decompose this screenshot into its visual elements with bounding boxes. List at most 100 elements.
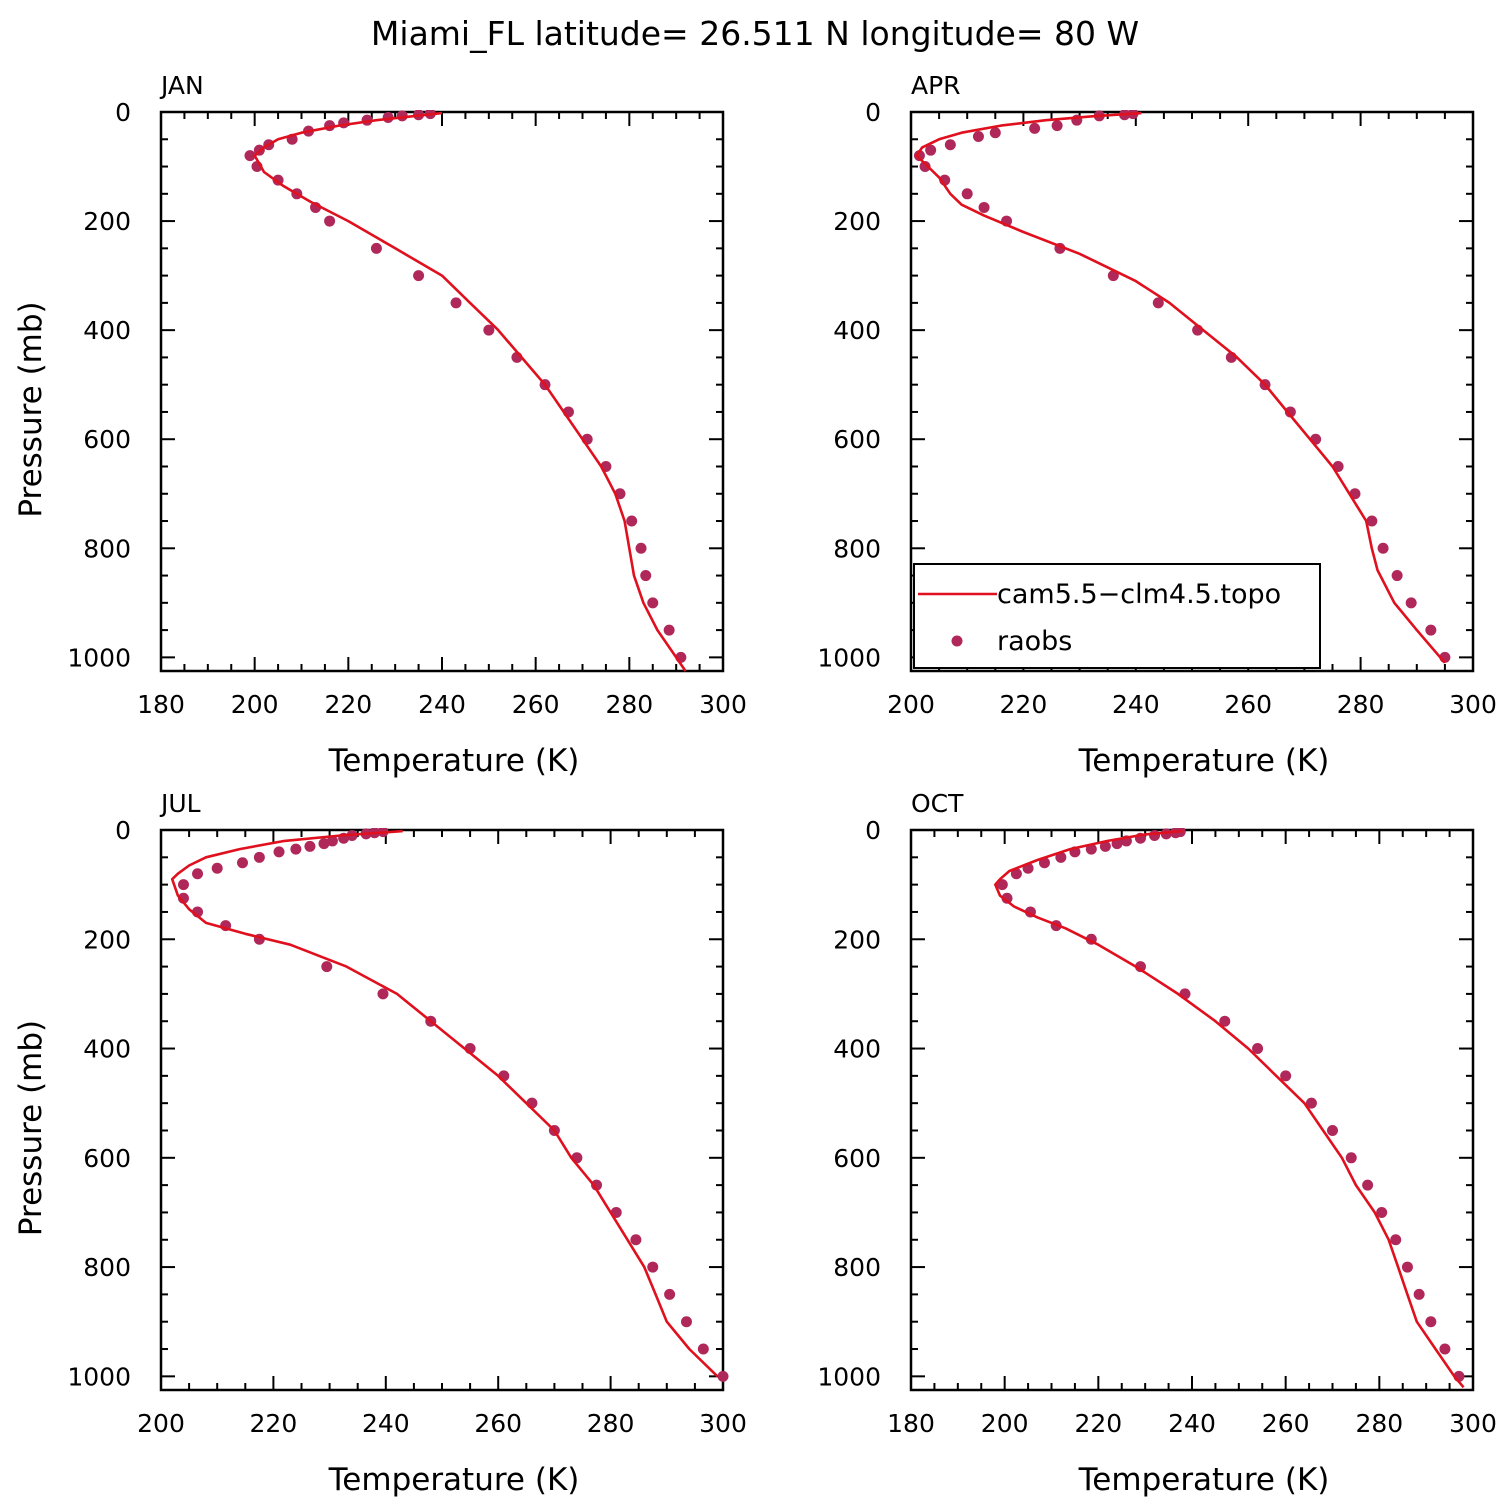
panel-apr: 200 220 240 260 280 300 0 200 400 600 800 1000 Tempe… — [817, 71, 1496, 779]
obs-point — [1366, 515, 1378, 527]
obs-point — [211, 862, 223, 874]
obs-point — [1219, 1015, 1231, 1027]
x-tick-label: 300 — [1449, 690, 1497, 719]
obs-point — [635, 542, 647, 554]
obs-point — [1401, 1261, 1413, 1273]
obs-point — [1152, 297, 1164, 309]
legend-obs-label: raobs — [997, 626, 1072, 657]
obs-point — [1425, 1316, 1437, 1328]
y-tick-label: 200 — [833, 925, 881, 954]
x-tick-label: 260 — [474, 1409, 522, 1438]
panel-jul: 200 220 240 260 280 300 0 200 400 600 800 1000 Tempe… — [13, 789, 747, 1498]
y-axis-label: Pressure (mb) — [13, 1020, 49, 1236]
obs-point — [244, 150, 256, 162]
panel-label: OCT — [911, 789, 964, 818]
obs-point — [1252, 1043, 1264, 1055]
obs-point — [1327, 1124, 1338, 1136]
obs-point — [1439, 1343, 1451, 1355]
obs-point — [1425, 624, 1437, 636]
model-line — [170, 829, 719, 1378]
x-tick-label: 300 — [1449, 1409, 1497, 1438]
plot-frame — [159, 828, 725, 1392]
y-axis-label: Pressure (mb) — [13, 301, 49, 517]
y-tick-label: 1000 — [817, 1362, 881, 1391]
obs-point — [177, 879, 189, 891]
x-tick-label: 240 — [418, 690, 466, 719]
obs-point — [321, 961, 333, 973]
obs-series — [244, 110, 687, 663]
y-tick-label: 800 — [833, 534, 881, 563]
x-tick-label: 260 — [1224, 690, 1272, 719]
obs-point — [304, 840, 316, 852]
obs-point — [1305, 1097, 1317, 1109]
y-tick-label: 800 — [833, 1253, 881, 1282]
panel-oct: 180 200 220 240 260 280 300 0 200 400 600 800 1000 Te… — [817, 789, 1496, 1498]
obs-point — [996, 879, 1008, 891]
x-tick-label: 280 — [1337, 690, 1385, 719]
obs-series — [177, 828, 729, 1382]
panels: 180 200 220 240 260 280 300 0 200 400 600 800 1000 Te… — [13, 71, 1497, 1498]
legend-dot-swatch — [951, 635, 963, 647]
x-tick-label: 260 — [1262, 1409, 1310, 1438]
x-tick-label: 260 — [512, 690, 560, 719]
y-tick-label: 0 — [865, 98, 881, 127]
y-tick-label: 0 — [115, 98, 131, 127]
obs-point — [1149, 829, 1161, 841]
obs-point — [1010, 868, 1022, 880]
obs-point — [192, 868, 204, 880]
x-tick-label: 220 — [1000, 690, 1048, 719]
x-tick-label: 200 — [981, 1409, 1029, 1438]
obs-point — [925, 144, 937, 156]
y-tick-label: 800 — [83, 1253, 131, 1282]
x-tick-label: 240 — [1168, 1409, 1216, 1438]
x-tick-label: 300 — [699, 690, 747, 719]
obs-point — [989, 127, 1001, 139]
x-tick-label: 280 — [587, 1409, 635, 1438]
obs-point — [324, 215, 336, 227]
plot-frame — [909, 828, 1475, 1392]
y-tick-label: 1000 — [67, 1362, 131, 1391]
obs-point — [450, 297, 462, 309]
obs-point — [1405, 597, 1417, 609]
obs-point — [630, 1234, 642, 1246]
panel-label: JUL — [159, 789, 201, 818]
obs-point — [978, 201, 990, 213]
obs-point — [1099, 840, 1111, 852]
legend-box — [913, 563, 1321, 669]
obs-point — [647, 1261, 659, 1273]
y-tick-label: 1000 — [67, 643, 131, 672]
y-tick-label: 600 — [833, 425, 881, 454]
obs-point — [236, 857, 248, 869]
y-tick-label: 400 — [833, 316, 881, 345]
legend-model-label: cam5.5−clm4.5.topo — [997, 579, 1281, 610]
obs-point — [944, 139, 956, 151]
obs-point — [326, 835, 338, 847]
obs-point — [370, 242, 382, 254]
y-tick-label: 800 — [83, 534, 131, 563]
obs-point — [664, 1288, 676, 1300]
obs-point — [1391, 570, 1403, 582]
y-tick-label: 400 — [83, 1035, 131, 1064]
x-tick-label: 220 — [1074, 1409, 1122, 1438]
y-tick-label: 600 — [83, 425, 131, 454]
x-tick-label: 240 — [362, 1409, 410, 1438]
obs-point — [290, 843, 302, 855]
obs-series — [996, 828, 1465, 1382]
y-tick-label: 200 — [833, 207, 881, 236]
x-tick-label: 200 — [137, 1409, 185, 1438]
y-tick-label: 400 — [83, 316, 131, 345]
obs-point — [1376, 1206, 1388, 1218]
obs-point — [1280, 1070, 1292, 1082]
y-tick-label: 200 — [83, 207, 131, 236]
obs-point — [1029, 122, 1041, 134]
obs-point — [913, 150, 925, 162]
x-axis-label: Temperature (K) — [1078, 743, 1330, 779]
figure-title: Miami_FL latitude= 26.511 N longitude= 8… — [371, 14, 1139, 53]
obs-point — [1377, 542, 1389, 554]
x-tick-label: 240 — [1112, 690, 1160, 719]
obs-point — [483, 324, 495, 336]
x-tick-label: 220 — [324, 690, 372, 719]
panel-label: APR — [911, 71, 961, 100]
obs-point — [717, 1370, 729, 1382]
